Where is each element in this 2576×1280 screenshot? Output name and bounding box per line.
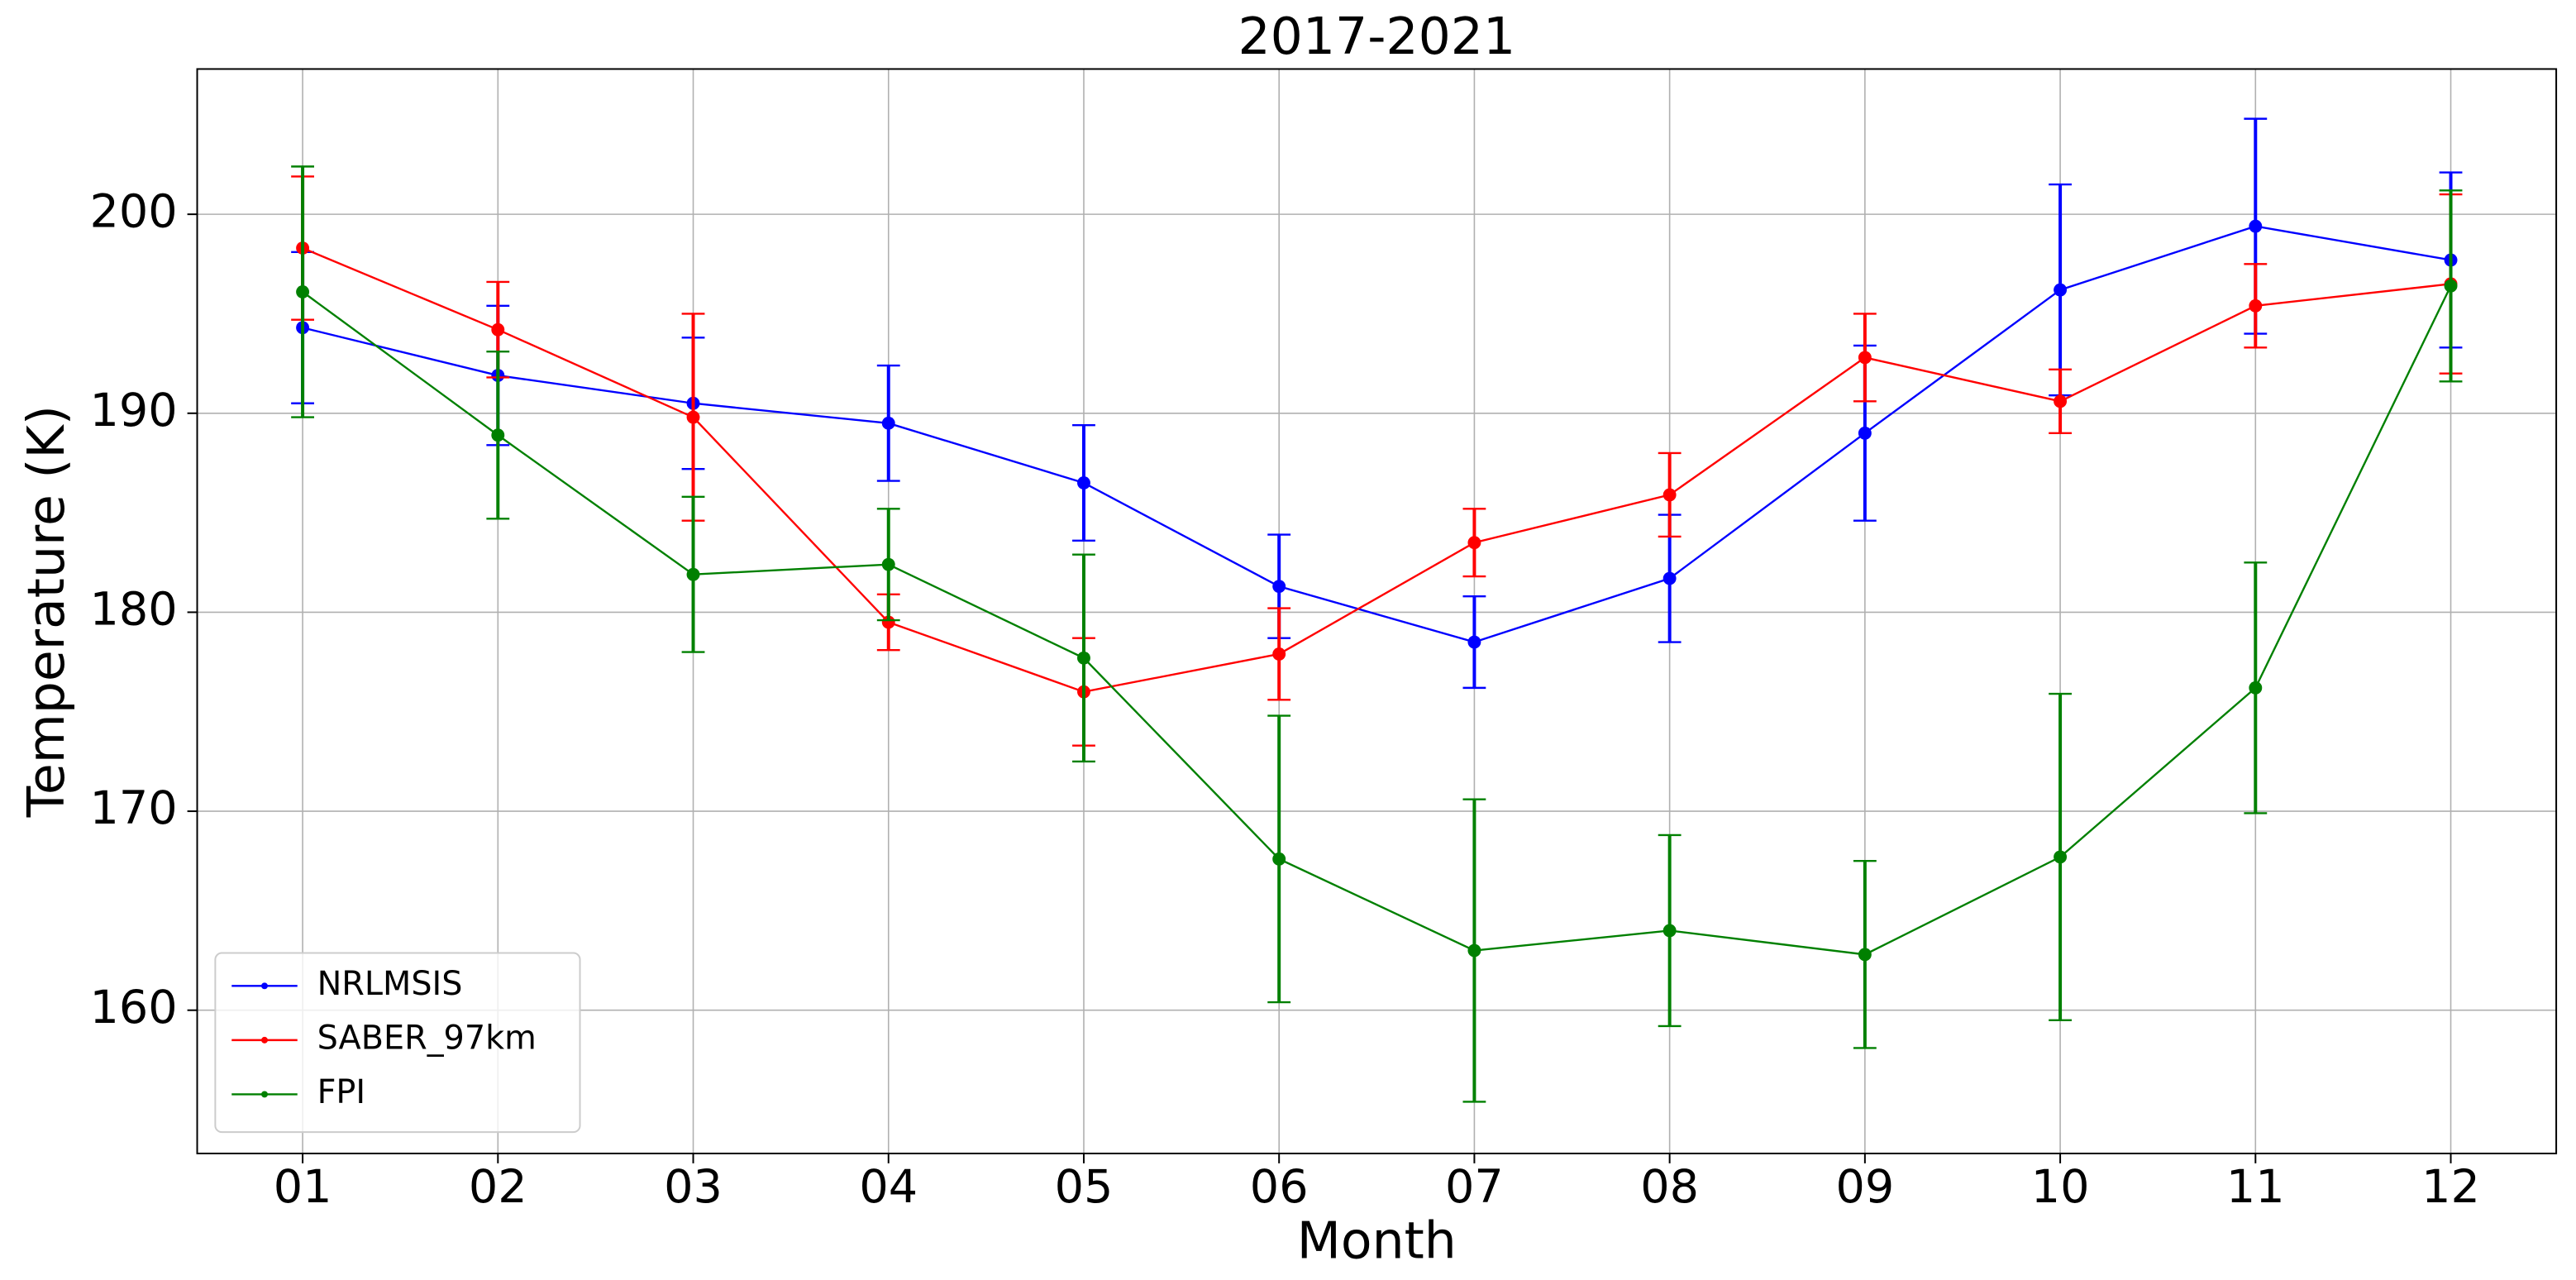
legend-marker <box>261 1036 268 1044</box>
legend-marker <box>261 1091 268 1098</box>
x-axis-label: Month <box>1297 1211 1457 1270</box>
data-point <box>2444 279 2458 293</box>
x-tick-label: 05 <box>1055 1160 1114 1214</box>
x-tick-label: 09 <box>1835 1160 1894 1214</box>
data-point <box>1858 426 1872 440</box>
series-line <box>302 225 2451 643</box>
series-line <box>302 285 2452 956</box>
y-tick-label: 200 <box>90 184 178 238</box>
legend-box <box>214 952 581 1134</box>
x-tick-label: 01 <box>274 1160 332 1214</box>
data-point <box>1662 488 1677 502</box>
data-point <box>881 557 895 571</box>
data-point <box>1858 948 1872 962</box>
data-point <box>881 416 895 430</box>
data-point <box>2249 299 2263 313</box>
legend-marker <box>261 982 268 990</box>
plot-frame <box>196 68 2558 1154</box>
y-tick-label: 180 <box>90 583 178 637</box>
data-point <box>1858 351 1872 365</box>
data-point <box>2054 394 2068 408</box>
data-point <box>2054 850 2068 864</box>
x-tick-label: 02 <box>469 1160 527 1214</box>
x-tick-label: 07 <box>1445 1160 1504 1214</box>
x-tick-label: 03 <box>664 1160 723 1214</box>
y-axis-label: Temperature (K) <box>17 405 76 818</box>
data-point <box>881 615 895 629</box>
data-point <box>686 567 700 581</box>
data-point <box>2054 283 2068 297</box>
data-point <box>1467 635 1481 649</box>
x-tick-label: 06 <box>1250 1160 1309 1214</box>
data-point <box>1077 651 1090 665</box>
legend-label: FPI <box>317 1073 366 1111</box>
data-point <box>1272 647 1286 661</box>
data-point <box>1467 943 1481 958</box>
data-point <box>1662 924 1677 938</box>
y-tick-label: 160 <box>90 981 178 1034</box>
x-tick-label: 12 <box>2421 1160 2480 1214</box>
x-tick-label: 08 <box>1640 1160 1699 1214</box>
data-point <box>1467 536 1481 550</box>
data-point <box>491 322 505 337</box>
data-point <box>1077 476 1090 490</box>
data-point <box>2249 219 2263 233</box>
x-tick-label: 04 <box>859 1160 918 1214</box>
data-point <box>1662 571 1677 585</box>
chart-title: 2017-2021 <box>1238 7 1515 66</box>
x-tick-label: 11 <box>2226 1160 2285 1214</box>
y-tick-label: 170 <box>90 781 178 835</box>
legend-label: SABER_97km <box>317 1019 537 1057</box>
data-point <box>491 428 505 442</box>
data-point <box>296 285 310 299</box>
data-point <box>1272 852 1286 866</box>
x-tick-label: 10 <box>2031 1160 2090 1214</box>
data-point <box>2249 681 2263 695</box>
data-point <box>1272 580 1286 594</box>
y-tick-label: 190 <box>90 384 178 437</box>
data-point <box>686 410 700 424</box>
legend-label: NRLMSIS <box>317 965 463 1003</box>
series-line <box>302 246 2451 693</box>
